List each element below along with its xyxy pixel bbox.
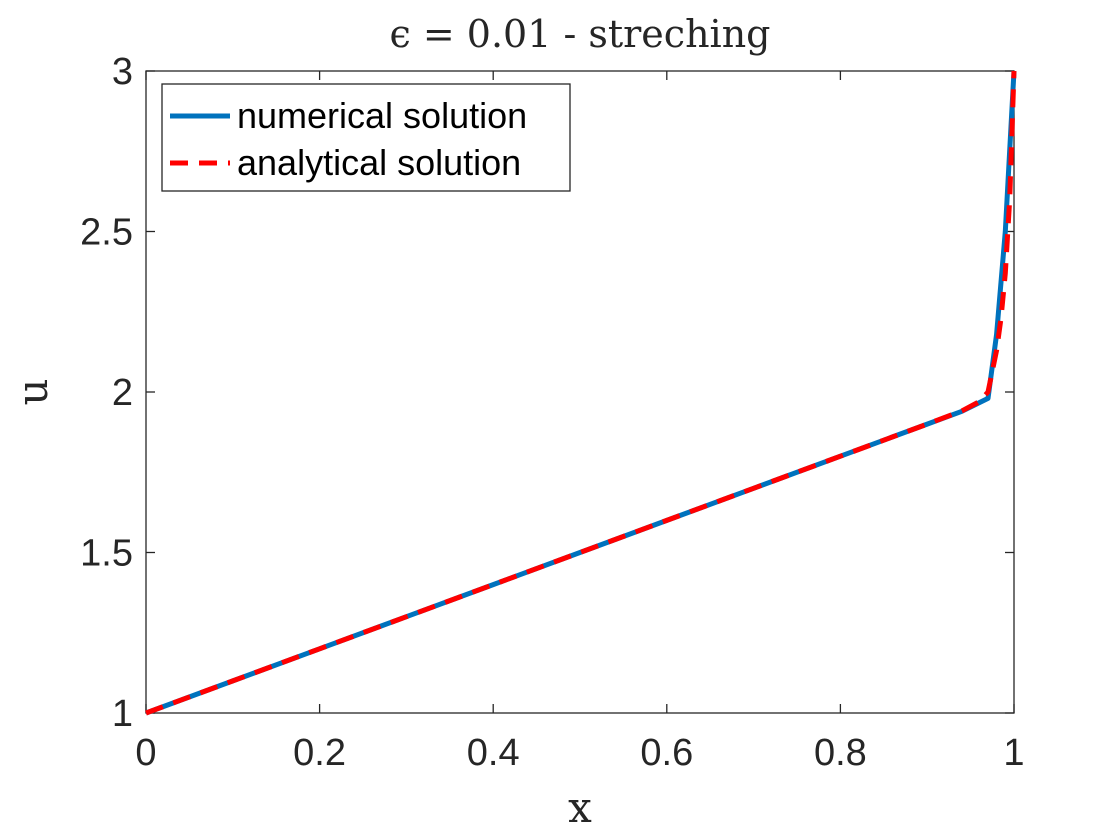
chart-title: ϵ = 0.01 - streching [389,12,770,56]
series-layer [145,70,1017,716]
analytical-solution-line [145,70,1017,716]
y-tick-label: 2 [112,372,133,414]
legend: numerical solution analytical solution [161,83,571,192]
legend-numerical-label: numerical solution [237,95,527,136]
legend-analytical-label: analytical solution [237,142,521,183]
x-axis-label: x [568,783,592,832]
x-tick-label: 0.8 [814,732,867,774]
x-tick-label: 0.6 [640,732,693,774]
y-tick-label: 1.5 [80,533,133,575]
y-tick-label: 1 [112,693,133,735]
y-tick-label: 3 [112,51,133,93]
x-tick-label: 0.2 [293,732,346,774]
y-axis-ticks: 1 1.5 2 2.5 3 [80,51,1014,735]
x-tick-label: 0 [135,732,156,774]
x-axis-ticks: 0 0.2 0.4 0.6 0.8 1 [135,71,1025,774]
y-tick-label: 2.5 [80,212,133,254]
y-axis-label: u [8,378,57,405]
x-tick-label: 0.4 [467,732,520,774]
x-tick-label: 1 [1003,732,1024,774]
legend-box [161,83,571,192]
